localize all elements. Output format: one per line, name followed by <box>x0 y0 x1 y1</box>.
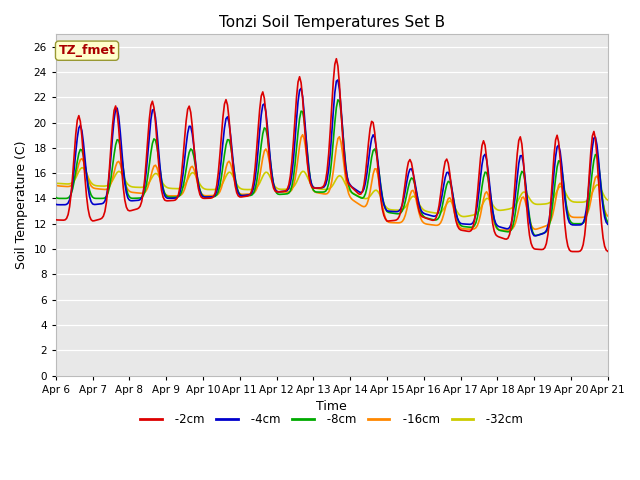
Text: TZ_fmet: TZ_fmet <box>59 44 115 57</box>
Title: Tonzi Soil Temperatures Set B: Tonzi Soil Temperatures Set B <box>219 15 445 30</box>
Y-axis label: Soil Temperature (C): Soil Temperature (C) <box>15 141 28 269</box>
Legend:  -2cm,  -4cm,  -8cm,  -16cm,  -32cm: -2cm, -4cm, -8cm, -16cm, -32cm <box>136 409 528 431</box>
X-axis label: Time: Time <box>316 400 347 413</box>
